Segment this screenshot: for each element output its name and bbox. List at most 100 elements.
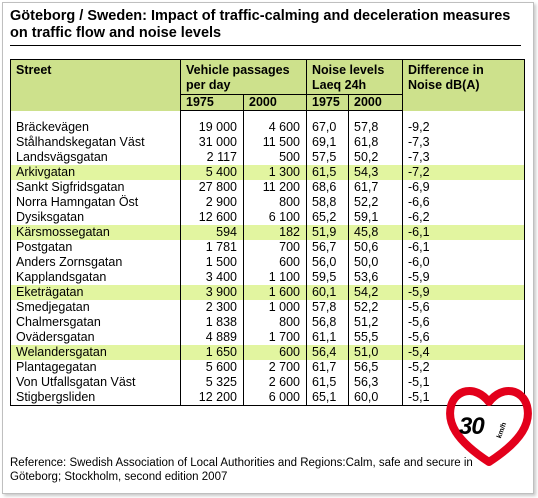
difference-cell: -6,2 bbox=[402, 210, 525, 225]
table-row: Landsvägsgatan 2 117 500 57,5 50,2 -7,3 bbox=[10, 150, 525, 165]
street-cell: Bräckevägen bbox=[10, 120, 181, 135]
noise-1975-cell: 59,5 bbox=[306, 270, 349, 285]
table-row: Arkivgatan 5 400 1 300 61,5 54,3 -7,2 bbox=[10, 165, 525, 180]
table-row: Anders Zornsgatan 1 500 600 56,0 50,0 -6,0 bbox=[10, 255, 525, 270]
noise-1975-cell: 60,1 bbox=[306, 285, 349, 300]
street-cell: Plantagegatan bbox=[10, 360, 181, 375]
header-noise-1975: 1975 bbox=[306, 94, 349, 111]
difference-cell: -6,1 bbox=[402, 240, 525, 255]
noise-2000-cell: 60,0 bbox=[348, 390, 403, 406]
table-row: Kärsmossegatan 594 182 51,9 45,8 -6,1 bbox=[10, 225, 525, 240]
noise-2000-cell: 50,2 bbox=[348, 150, 403, 165]
header-vehicle-2000: 2000 bbox=[243, 94, 307, 111]
noise-1975-cell: 65,1 bbox=[306, 390, 349, 406]
noise-1975-cell: 65,2 bbox=[306, 210, 349, 225]
header-vehicle-passages: Vehicle passages per day bbox=[180, 59, 307, 95]
noise-2000-cell: 50,0 bbox=[348, 255, 403, 270]
difference-cell: -5,9 bbox=[402, 285, 525, 300]
vehicles-1975-cell: 1 500 bbox=[180, 255, 244, 270]
vehicles-2000-cell: 700 bbox=[243, 240, 307, 255]
street-cell: Landsvägsgatan bbox=[10, 150, 181, 165]
vehicles-1975-cell: 1 650 bbox=[180, 345, 244, 360]
table-row: Bräckevägen 19 000 4 600 67,0 57,8 -9,2 bbox=[10, 120, 525, 135]
vehicles-2000-cell: 600 bbox=[243, 345, 307, 360]
street-cell: Eketrägatan bbox=[10, 285, 181, 300]
vehicles-2000-cell: 1 300 bbox=[243, 165, 307, 180]
noise-2000-cell: 56,5 bbox=[348, 360, 403, 375]
vehicles-1975-cell: 31 000 bbox=[180, 135, 244, 150]
table-row: Postgatan 1 781 700 56,7 50,6 -6,1 bbox=[10, 240, 525, 255]
noise-2000-cell: 57,8 bbox=[348, 120, 403, 135]
noise-1975-cell: 68,6 bbox=[306, 180, 349, 195]
street-cell: Stigbergsliden bbox=[10, 390, 181, 406]
difference-cell: -5,2 bbox=[402, 360, 525, 375]
difference-cell: -5,9 bbox=[402, 270, 525, 285]
table-row: Welandersgatan 1 650 600 56,4 51,0 -5,4 bbox=[10, 345, 525, 360]
vehicles-2000-cell: 1 100 bbox=[243, 270, 307, 285]
vehicles-1975-cell: 5 400 bbox=[180, 165, 244, 180]
noise-1975-cell: 56,0 bbox=[306, 255, 349, 270]
noise-2000-cell: 50,6 bbox=[348, 240, 403, 255]
vehicles-2000-cell: 600 bbox=[243, 255, 307, 270]
header-noise-levels: Noise levels Laeq 24h bbox=[306, 59, 403, 95]
vehicles-1975-cell: 3 400 bbox=[180, 270, 244, 285]
vehicles-2000-cell: 1 700 bbox=[243, 330, 307, 345]
vehicles-2000-cell: 182 bbox=[243, 225, 307, 240]
noise-1975-cell: 61,1 bbox=[306, 330, 349, 345]
noise-2000-cell: 51,2 bbox=[348, 315, 403, 330]
difference-cell: -5,6 bbox=[402, 330, 525, 345]
noise-2000-cell: 45,8 bbox=[348, 225, 403, 240]
difference-cell: -5,6 bbox=[402, 315, 525, 330]
table-row: Norra Hamngatan Öst 2 900 800 58,8 52,2 -6,6 bbox=[10, 195, 525, 210]
vehicles-2000-cell: 1 600 bbox=[243, 285, 307, 300]
street-cell: Postgatan bbox=[10, 240, 181, 255]
vehicles-2000-cell: 800 bbox=[243, 315, 307, 330]
noise-2000-cell: 61,8 bbox=[348, 135, 403, 150]
vehicles-2000-cell: 4 600 bbox=[243, 120, 307, 135]
noise-1975-cell: 51,9 bbox=[306, 225, 349, 240]
table-row: Ovädersgatan 4 889 1 700 61,1 55,5 -5,6 bbox=[10, 330, 525, 345]
vehicles-2000-cell: 11 500 bbox=[243, 135, 307, 150]
difference-cell: -6,1 bbox=[402, 225, 525, 240]
vehicles-2000-cell: 2 600 bbox=[243, 375, 307, 390]
table-row: Smedjegatan 2 300 1 000 57,8 52,2 -5,6 bbox=[10, 300, 525, 315]
noise-1975-cell: 57,5 bbox=[306, 150, 349, 165]
street-cell: Welandersgatan bbox=[10, 345, 181, 360]
noise-2000-cell: 61,7 bbox=[348, 180, 403, 195]
vehicles-1975-cell: 3 900 bbox=[180, 285, 244, 300]
spacer-row bbox=[10, 110, 525, 120]
vehicles-1975-cell: 27 800 bbox=[180, 180, 244, 195]
difference-cell: -7,3 bbox=[402, 150, 525, 165]
traffic-noise-table: Street Vehicle passages per day Noise le… bbox=[10, 59, 525, 406]
vehicles-1975-cell: 2 900 bbox=[180, 195, 244, 210]
heart-speed-limit-icon bbox=[446, 387, 532, 466]
header-difference-text: Difference in Noise dB(A) bbox=[408, 63, 484, 92]
noise-1975-cell: 56,4 bbox=[306, 345, 349, 360]
street-cell: Anders Zornsgatan bbox=[10, 255, 181, 270]
street-cell: Kärsmossegatan bbox=[10, 225, 181, 240]
street-cell: Dysiksgatan bbox=[10, 210, 181, 225]
vehicles-1975-cell: 594 bbox=[180, 225, 244, 240]
vehicles-1975-cell: 12 200 bbox=[180, 390, 244, 406]
noise-1975-cell: 61,5 bbox=[306, 165, 349, 180]
header-noise-2000: 2000 bbox=[348, 94, 403, 111]
speed-limit-value: 30 bbox=[459, 413, 485, 440]
vehicles-1975-cell: 2 300 bbox=[180, 300, 244, 315]
table-row: Dysiksgatan 12 600 6 100 65,2 59,1 -6,2 bbox=[10, 210, 525, 225]
vehicles-2000-cell: 800 bbox=[243, 195, 307, 210]
header-street: Street bbox=[10, 59, 181, 111]
vehicles-1975-cell: 2 117 bbox=[180, 150, 244, 165]
street-cell: Sankt Sigfridsgatan bbox=[10, 180, 181, 195]
difference-cell: -6,9 bbox=[402, 180, 525, 195]
header-vehicle-1975: 1975 bbox=[180, 94, 244, 111]
reference-note: Reference: Swedish Association of Local … bbox=[10, 457, 473, 483]
noise-1975-cell: 67,0 bbox=[306, 120, 349, 135]
street-cell: Chalmersgatan bbox=[10, 315, 181, 330]
difference-cell: -7,3 bbox=[402, 135, 525, 150]
vehicles-1975-cell: 5 600 bbox=[180, 360, 244, 375]
noise-1975-cell: 61,5 bbox=[306, 375, 349, 390]
noise-2000-cell: 56,3 bbox=[348, 375, 403, 390]
noise-1975-cell: 57,8 bbox=[306, 300, 349, 315]
vehicles-1975-cell: 5 325 bbox=[180, 375, 244, 390]
header-noise-sub: Laeq 24h bbox=[312, 78, 367, 92]
